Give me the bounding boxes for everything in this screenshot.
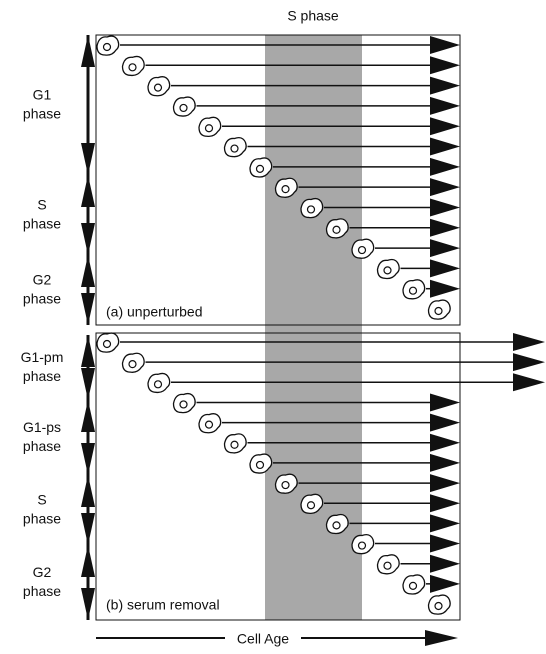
- phase-label: G1-ps: [23, 419, 61, 435]
- panel-caption: (b) serum removal: [106, 597, 220, 613]
- phase-arrowhead: [81, 368, 95, 400]
- growth-arrowhead: [430, 157, 460, 176]
- phase-arrowhead: [81, 513, 95, 545]
- growth-arrowhead: [430, 117, 460, 136]
- cell-nucleus: [306, 501, 316, 510]
- phase-label: S: [37, 197, 46, 213]
- cell-nucleus: [204, 124, 214, 133]
- growth-arrowhead: [430, 413, 460, 432]
- cell-nucleus: [230, 144, 239, 153]
- cell-nucleus: [408, 286, 418, 295]
- growth-arrowhead: [513, 373, 545, 392]
- cell-nucleus: [383, 561, 392, 570]
- cell-nucleus: [153, 380, 163, 389]
- phase-label: G1: [33, 87, 52, 103]
- cell-nucleus: [128, 63, 137, 72]
- cell-nucleus: [255, 460, 265, 470]
- phase-arrowhead: [81, 223, 95, 255]
- phase-label: phase: [23, 438, 61, 454]
- phase-label: phase: [23, 291, 61, 307]
- cell-nucleus: [204, 420, 214, 429]
- phase-label: phase: [23, 583, 61, 599]
- growth-arrowhead: [430, 198, 460, 217]
- growth-arrowhead: [430, 76, 460, 95]
- growth-arrowhead: [513, 353, 545, 372]
- growth-arrowhead: [430, 259, 460, 278]
- phase-arrowhead: [81, 175, 95, 207]
- phase-arrowhead: [81, 35, 95, 67]
- growth-arrowhead: [430, 453, 460, 472]
- phase-arrowhead: [81, 255, 95, 287]
- cell-nucleus: [332, 225, 341, 234]
- phase-arrowhead: [81, 443, 95, 475]
- phase-arrowhead: [81, 588, 95, 620]
- cell-nucleus: [306, 205, 316, 214]
- cell-nucleus: [179, 103, 188, 113]
- growth-arrowhead: [430, 554, 460, 573]
- growth-arrowhead: [430, 96, 460, 115]
- cell-nucleus: [383, 266, 392, 275]
- phase-arrowhead: [81, 335, 95, 367]
- phase-label: phase: [23, 368, 61, 384]
- panel-a-frame: [95, 34, 461, 326]
- growth-arrowhead: [430, 494, 460, 513]
- phase-arrowhead: [81, 143, 95, 175]
- cell-age-arrowhead: [425, 630, 458, 646]
- phase-arrowhead: [81, 475, 95, 507]
- phase-arrowhead: [81, 293, 95, 325]
- phase-label: G2: [33, 564, 52, 580]
- growth-arrowhead: [513, 333, 545, 351]
- growth-arrowhead: [430, 514, 460, 533]
- phase-label: S: [37, 492, 46, 508]
- phase-label: phase: [23, 106, 61, 122]
- label-bg: [225, 630, 301, 648]
- growth-arrowhead: [430, 178, 460, 197]
- cell-nucleus: [357, 541, 367, 550]
- cell-nucleus: [179, 400, 188, 409]
- cell-nucleus: [102, 339, 112, 349]
- growth-arrowhead: [430, 56, 460, 75]
- cell-nucleus: [332, 521, 341, 530]
- phase-label: phase: [23, 216, 61, 232]
- s-phase-band: [265, 35, 362, 620]
- s-phase-title: S phase: [287, 8, 339, 24]
- growth-arrowhead: [430, 36, 460, 54]
- growth-arrowhead: [430, 137, 460, 156]
- phase-label: phase: [23, 511, 61, 527]
- growth-arrowhead: [430, 534, 460, 553]
- phase-label: G2: [33, 272, 52, 288]
- growth-arrowhead: [430, 574, 460, 593]
- cell-nucleus: [434, 306, 443, 316]
- phase-arrowhead: [81, 400, 95, 432]
- growth-arrowhead: [430, 393, 460, 412]
- growth-arrowhead: [430, 279, 460, 298]
- growth-arrowhead: [430, 218, 460, 237]
- growth-arrowhead: [430, 433, 460, 452]
- cell-nucleus: [102, 42, 112, 52]
- phase-label: G1-pm: [21, 349, 64, 365]
- cell-nucleus: [281, 480, 290, 490]
- cell-nucleus: [434, 601, 443, 611]
- cell-nucleus: [408, 581, 418, 590]
- cell-nucleus: [230, 440, 239, 449]
- panel-caption: (a) unperturbed: [106, 304, 203, 320]
- cell-nucleus: [128, 360, 137, 369]
- axis-label: Cell Age: [237, 631, 289, 647]
- cell-nucleus: [255, 164, 265, 173]
- cell-nucleus: [153, 83, 163, 92]
- cell-nucleus: [281, 185, 290, 194]
- growth-arrowhead: [430, 474, 460, 493]
- growth-arrowhead: [430, 239, 460, 258]
- phase-arrowhead: [81, 545, 95, 577]
- panel-b-frame: [95, 332, 461, 621]
- cell-nucleus: [357, 245, 367, 255]
